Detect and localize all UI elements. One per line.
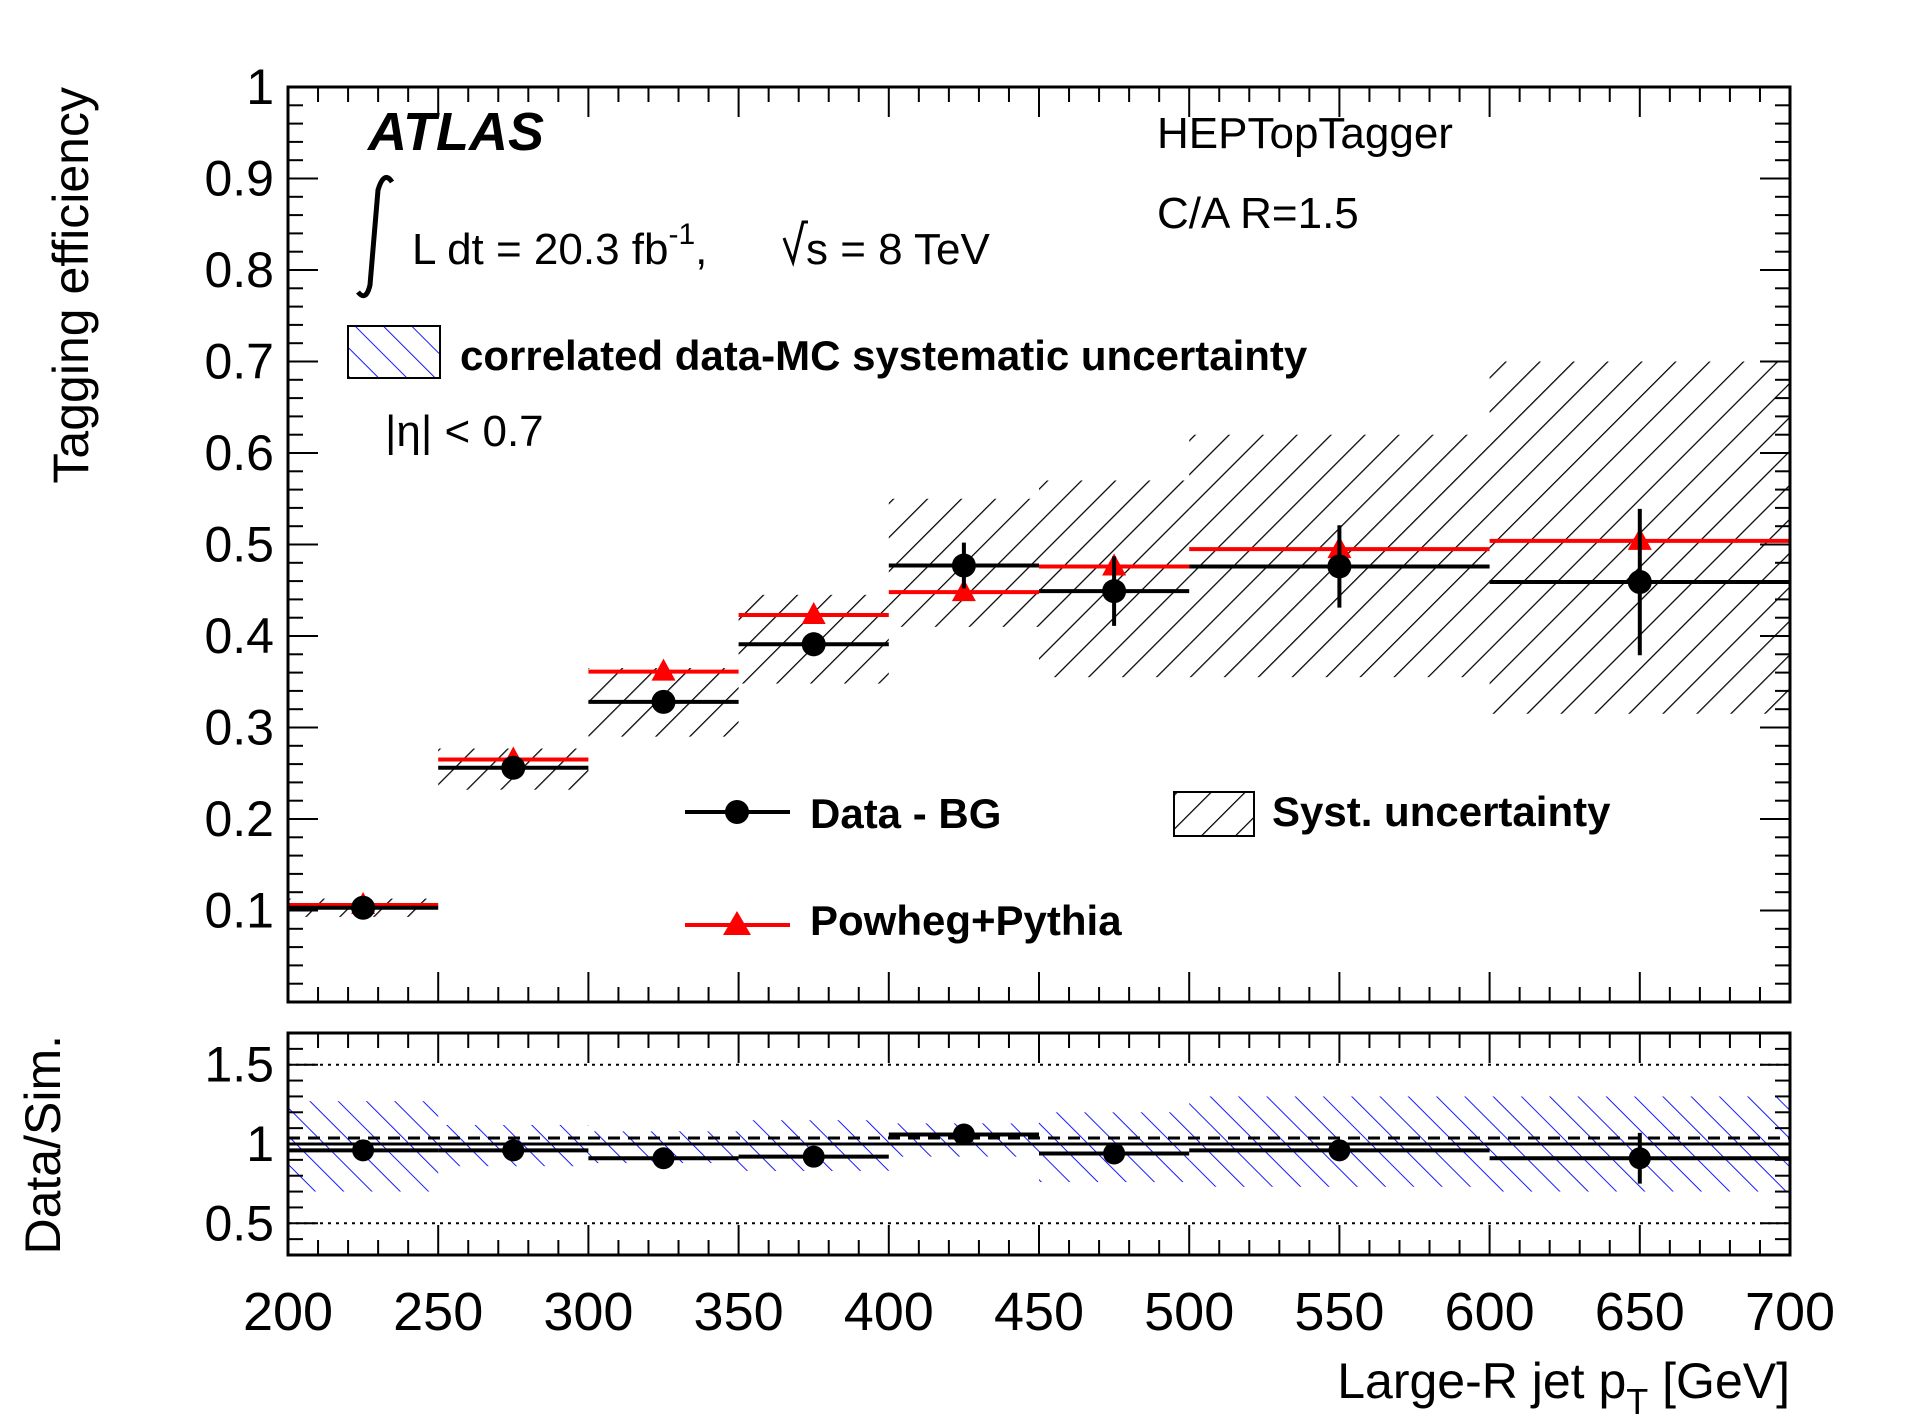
x-tick-label: 650: [1595, 1282, 1685, 1342]
legend-corr-band-label: correlated data-MC systematic uncertaint…: [460, 332, 1308, 379]
data-marker: [1327, 554, 1352, 579]
legend-corr-band: correlated data-MC systematic uncertaint…: [347, 325, 1308, 379]
ratio-marker: [952, 1123, 975, 1146]
y-tick-label: 0.8: [204, 242, 274, 298]
y-tick-label: 0.9: [204, 151, 274, 207]
x-tick-label: 550: [1294, 1282, 1384, 1342]
atlas-label: ATLAS: [366, 102, 544, 162]
tagger-label: HEPTopTagger: [1157, 109, 1453, 158]
x-tick-label: 350: [694, 1282, 784, 1342]
y-tick-label: 0.2: [204, 791, 274, 847]
ratio-marker: [502, 1139, 525, 1162]
x-tick-label: 250: [393, 1282, 483, 1342]
ratio-marker: [1103, 1142, 1126, 1165]
legend-mc-label: Powheg+Pythia: [810, 897, 1122, 944]
x-tick-label: 400: [844, 1282, 934, 1342]
legend-mc-marker: [723, 911, 751, 935]
svg-text:L dt = 20.3 fb-1,: L dt = 20.3 fb-1,: [412, 218, 707, 274]
data-marker: [951, 553, 976, 578]
sqrt-sign-icon: [782, 220, 808, 268]
y-tick-label: 1: [246, 59, 274, 115]
ratio-y-tick-label: 1.5: [204, 1037, 274, 1093]
legend-item-data: Data - BG: [685, 790, 1001, 837]
ratio-series-group: [288, 1123, 1790, 1184]
x-tick-label: 600: [1445, 1282, 1535, 1342]
y-tick-label: 0.4: [204, 608, 274, 664]
jet-def-label: C/A R=1.5: [1157, 189, 1359, 238]
legend-corr-band-swatch: [347, 325, 441, 379]
data-marker: [501, 755, 526, 780]
ratio-marker: [352, 1139, 375, 1162]
legend-syst-swatch: [1173, 791, 1255, 837]
x-tick-labels: 200 250 300 350 400 450 500 550 600 650 700: [243, 1282, 1835, 1342]
legend-item-mc: Powheg+Pythia: [685, 897, 1122, 944]
mc-marker: [801, 601, 826, 624]
ratio-y-axis-title: Data/Sim.: [15, 1035, 71, 1255]
mc-marker: [951, 579, 976, 602]
x-tick-label: 200: [243, 1282, 333, 1342]
ratio-marker: [802, 1145, 825, 1168]
data-marker: [1627, 570, 1652, 595]
y-tick-label: 0.6: [204, 425, 274, 481]
lumi-label: L dt = 20.3 fb-1, s = 8 TeV: [356, 175, 991, 299]
y-axis-title: Tagging efficiency: [43, 87, 99, 484]
main-ticks: 0.1 0.2 0.3 0.4 0.5 0.6 0.7 0.8 0.9 1: [204, 59, 1790, 1002]
ratio-marker: [1628, 1147, 1651, 1170]
data-marker: [1102, 579, 1127, 604]
integral-sign-icon: [356, 175, 395, 299]
data-marker: [651, 689, 676, 714]
y-tick-label: 0.1: [204, 883, 274, 939]
legend: Data - BG Syst. uncertainty Powheg+Pythi…: [685, 788, 1611, 944]
data-marker: [801, 632, 826, 657]
ratio-marker: [652, 1147, 675, 1170]
y-tick-label: 0.7: [204, 334, 274, 390]
data-marker: [351, 895, 376, 920]
legend-data-marker: [725, 800, 749, 824]
ratio-y-tick-label: 0.5: [204, 1195, 274, 1251]
legend-data-label: Data - BG: [810, 790, 1001, 837]
mc-marker: [651, 658, 676, 681]
x-tick-label: 700: [1745, 1282, 1835, 1342]
x-tick-label: 300: [543, 1282, 633, 1342]
x-tick-label: 450: [994, 1282, 1084, 1342]
x-axis-title: Large-R jet pT [GeV]: [1337, 1353, 1790, 1422]
ratio-marker: [1328, 1139, 1351, 1162]
ratio-y-tick-label: 1: [246, 1116, 274, 1172]
ratio-plot: 0.5 1 1.5: [204, 1031, 1792, 1257]
x-tick-label: 500: [1144, 1282, 1234, 1342]
legend-item-syst: Syst. uncertainty: [1173, 788, 1611, 837]
ratio-reference-lines: [288, 1063, 1790, 1225]
main-plot: 0.1 0.2 0.3 0.4 0.5 0.6 0.7 0.8 0.9 1: [204, 59, 1792, 1004]
y-tick-label: 0.5: [204, 517, 274, 573]
y-tick-label: 0.3: [204, 700, 274, 756]
legend-syst-label: Syst. uncertainty: [1272, 788, 1611, 835]
svg-text:s = 8 TeV: s = 8 TeV: [806, 225, 991, 274]
eta-cut-label: |η| < 0.7: [385, 407, 544, 456]
ratio-ticks: 0.5 1 1.5: [204, 1032, 1790, 1255]
main-series-group: [288, 508, 1790, 920]
